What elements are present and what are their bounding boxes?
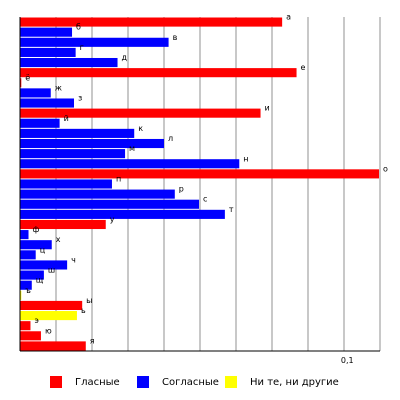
bar-2 [20,27,73,37]
bar-6 [20,68,297,78]
bar-19 [20,199,200,209]
bar-label-21: у [110,215,115,224]
bar-label-19: с [203,195,207,204]
bar-9 [20,98,74,108]
bar-label-30: ь [81,306,86,315]
bar-16 [20,169,380,179]
bar-label-26: ш [48,266,55,275]
bar-label-10: и [265,104,270,113]
bar-33 [20,341,86,351]
bar-label-17: п [116,175,121,184]
legend-swatch-vowels [50,376,62,388]
bar-8 [20,88,51,98]
axes: 0,1 [19,17,380,365]
bar-14 [20,149,126,159]
legend-item-neither: Ни те, ни другие [225,370,339,394]
bar-label-16: о [383,164,388,173]
bar-label-22: ф [33,225,40,234]
bar-label-4: г [80,43,84,52]
bar-label-8: ж [55,83,62,92]
legend: Гласные Согласные Ни те, ни другие [0,370,400,394]
bar-28 [20,290,22,300]
bar-label-7: ё [25,73,30,82]
x-tick-label-1: 0,1 [341,356,354,365]
bar-label-14: м [129,144,135,153]
bar-label-1: а [286,13,291,22]
bar-32 [20,331,41,341]
bar-label-25: ч [71,255,76,264]
bar-1 [20,17,283,27]
bar-12 [20,128,135,138]
bar-20 [20,209,225,219]
bar-21 [20,219,106,230]
bar-label-9: з [78,94,82,103]
bar-label-15: н [243,154,248,163]
bar-15 [20,159,240,169]
bar-label-11: й [64,114,69,123]
bar-label-31: э [34,316,38,325]
bar-label-12: к [138,124,143,133]
bar-label-33: я [90,336,95,345]
bar-5 [20,57,118,68]
bar-label-2: б [76,23,81,32]
legend-item-vowels: Гласные [50,370,120,394]
bar-23 [20,240,52,250]
bar-4 [20,47,76,57]
bar-30 [20,311,77,321]
bar-27 [20,280,32,290]
bar-13 [20,138,164,149]
bar-25 [20,260,68,270]
bar-label-28: ъ [25,286,31,295]
bar-label-27: щ [36,276,44,285]
bar-24 [20,250,36,260]
bar-11 [20,118,60,128]
bars [20,17,380,351]
bar-label-6: е [301,63,306,72]
legend-swatch-consonants [137,376,149,388]
bar-label-20: т [229,205,234,214]
legend-label-consonants: Согласные [162,376,219,388]
legend-label-vowels: Гласные [75,376,120,388]
bar-18 [20,189,175,199]
bar-22 [20,230,29,240]
bar-26 [20,270,44,280]
bar-label-24: ц [40,245,46,254]
bar-10 [20,108,261,118]
bar-label-32: ю [45,326,52,335]
bar-31 [20,321,31,331]
bar-29 [20,300,83,311]
bar-7 [20,78,22,88]
legend-label-neither: Ни те, ни другие [250,376,339,388]
bar-label-5: д [122,53,128,62]
bar-3 [20,37,169,47]
legend-item-consonants: Согласные [137,370,219,394]
bar-labels: а б в г д е ё ж з и й к л м н о п р с т у ф х ц ч шщъ ыь эю я [25,13,388,346]
bar-label-3: в [173,33,178,42]
bar-label-18: р [179,185,184,194]
bar-chart: а б в г д е ё ж з и й к л м н о п р с т у ф х ц ч шщъ ыь эю я 0,1 [19,13,388,365]
bar-label-13: л [168,134,173,143]
bar-label-29: ы [86,296,92,305]
bar-label-23: х [56,235,61,244]
legend-swatch-neither [225,376,237,388]
bar-17 [20,179,112,189]
